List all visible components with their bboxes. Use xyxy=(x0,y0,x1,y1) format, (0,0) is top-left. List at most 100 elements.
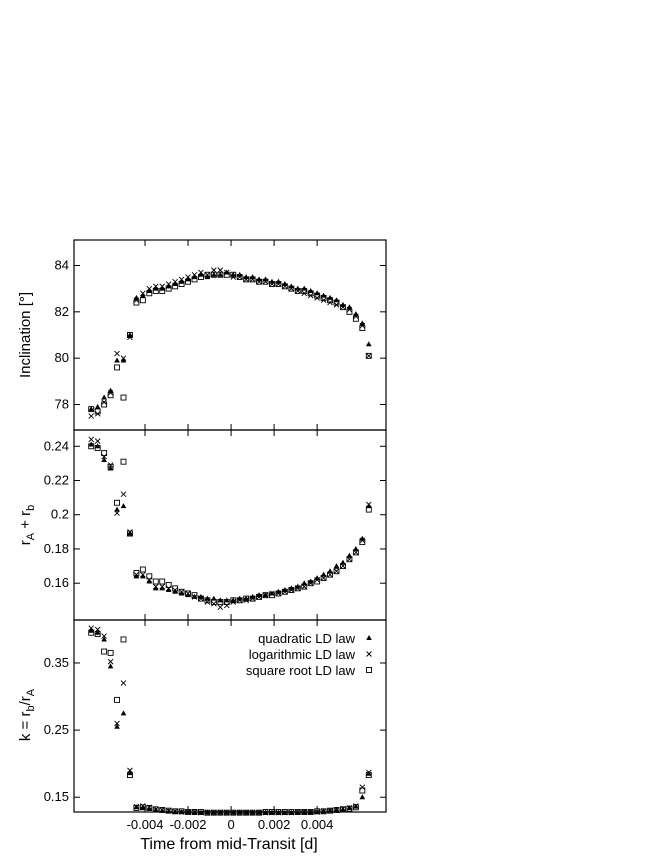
point-quadratic xyxy=(140,804,146,810)
point-quadratic xyxy=(120,357,127,363)
point-logarithmic xyxy=(236,597,243,604)
point-quadratic xyxy=(146,578,153,584)
point-square-root xyxy=(178,281,185,287)
point-square-root xyxy=(210,271,217,278)
point-logarithmic xyxy=(243,809,249,816)
point-square-root xyxy=(294,585,301,592)
point-logarithmic xyxy=(217,267,224,273)
point-square-root xyxy=(159,807,166,813)
point-square-root xyxy=(262,278,269,285)
xlabel: Time from mid-Transit [d] xyxy=(140,836,318,853)
point-logarithmic xyxy=(243,276,249,283)
y-tick-label: 0.15 xyxy=(44,789,69,804)
point-square-root xyxy=(281,588,288,595)
point-square-root xyxy=(327,807,334,814)
point-logarithmic xyxy=(107,658,114,665)
point-logarithmic xyxy=(320,808,327,815)
point-logarithmic xyxy=(269,590,275,597)
y-tick-label: 0.18 xyxy=(44,541,69,556)
point-square-root xyxy=(301,583,308,590)
point-logarithmic xyxy=(172,587,178,593)
point-logarithmic xyxy=(94,626,101,633)
point-square-root xyxy=(88,406,95,413)
point-quadratic xyxy=(101,456,107,462)
point-square-root xyxy=(159,288,166,294)
point-logarithmic xyxy=(101,453,107,460)
point-square-root xyxy=(210,809,217,816)
point-logarithmic xyxy=(223,809,230,816)
point-square-root xyxy=(340,563,346,570)
point-square-root xyxy=(327,297,334,304)
point-logarithmic xyxy=(288,587,295,593)
point-square-root xyxy=(301,809,308,815)
point-quadratic xyxy=(359,320,366,326)
point-logarithmic xyxy=(236,274,243,280)
point-square-root xyxy=(269,809,275,815)
plot-frame xyxy=(73,619,387,813)
point-logarithmic xyxy=(249,276,256,283)
point-square-root xyxy=(365,506,372,513)
point-quadratic xyxy=(365,341,372,347)
point-square-root xyxy=(236,809,243,816)
point-square-root xyxy=(126,332,133,338)
point-square-root xyxy=(185,590,191,597)
point-square-root xyxy=(346,805,353,812)
point-logarithmic xyxy=(333,568,340,575)
point-logarithmic xyxy=(120,355,127,361)
point-logarithmic xyxy=(365,501,372,508)
point-square-root xyxy=(94,445,101,451)
point-logarithmic xyxy=(256,594,262,600)
point-square-root xyxy=(126,772,133,779)
point-logarithmic xyxy=(133,571,140,578)
point-logarithmic xyxy=(275,281,282,287)
radii-ratio-panel: 0.15 0.25 0.35 -0.004 -0.002 0 0.002 0.004 xyxy=(44,619,387,832)
legend-marker-square-root xyxy=(366,667,372,673)
point-logarithmic xyxy=(140,803,146,809)
point-square-root xyxy=(243,276,250,283)
point-square-root xyxy=(301,288,308,294)
point-square-root xyxy=(314,292,321,299)
point-square-root xyxy=(185,278,191,285)
point-square-root xyxy=(217,599,224,605)
point-logarithmic xyxy=(172,278,178,285)
y-tick-label: 80 xyxy=(55,350,69,365)
point-square-root xyxy=(236,597,243,604)
plot-frame xyxy=(73,239,387,431)
y-tick-label: 0.2 xyxy=(51,507,69,522)
point-square-root xyxy=(223,271,230,278)
point-logarithmic xyxy=(301,809,308,815)
point-square-root xyxy=(159,578,166,585)
point-logarithmic xyxy=(288,285,295,292)
point-quadratic xyxy=(94,629,101,635)
point-quadratic xyxy=(146,805,153,811)
point-logarithmic xyxy=(314,576,320,583)
point-square-root xyxy=(204,597,211,604)
legend-marker-logarithmic xyxy=(366,651,372,657)
point-logarithmic xyxy=(307,809,314,815)
point-logarithmic xyxy=(165,585,172,592)
point-logarithmic xyxy=(159,583,166,590)
point-square-root xyxy=(101,648,108,655)
point-logarithmic xyxy=(211,600,217,607)
point-logarithmic xyxy=(152,283,159,290)
point-square-root xyxy=(165,807,172,814)
point-square-root xyxy=(191,592,198,599)
point-square-root xyxy=(307,809,314,815)
point-quadratic xyxy=(217,271,224,277)
point-square-root xyxy=(223,809,230,816)
point-quadratic xyxy=(101,394,107,400)
point-logarithmic xyxy=(217,809,224,816)
y-tick-label: 0.35 xyxy=(44,655,69,670)
point-logarithmic xyxy=(185,809,191,815)
ylabel-radii-sum: rA + rb xyxy=(17,505,37,546)
point-quadratic xyxy=(204,274,211,280)
legend-label-logarithmic: logarithmic LD law xyxy=(249,647,356,662)
point-square-root xyxy=(152,288,159,294)
point-logarithmic xyxy=(340,563,346,569)
point-logarithmic xyxy=(211,267,217,273)
point-logarithmic xyxy=(88,413,95,419)
point-square-root xyxy=(327,571,334,578)
point-square-root xyxy=(243,809,250,816)
point-square-root xyxy=(275,590,282,597)
